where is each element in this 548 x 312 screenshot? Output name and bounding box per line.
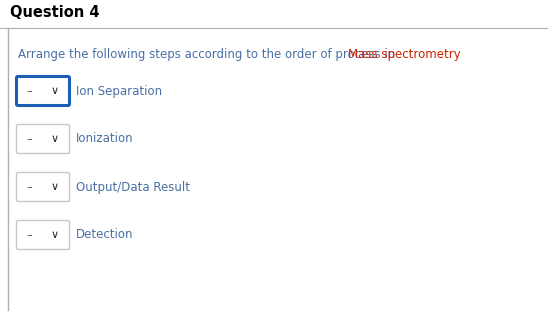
Text: ∨: ∨ [51,230,59,240]
Text: –: – [26,182,32,192]
Text: Detection: Detection [76,228,134,241]
FancyBboxPatch shape [16,173,70,202]
Text: –: – [26,134,32,144]
FancyBboxPatch shape [16,76,70,105]
FancyBboxPatch shape [16,221,70,250]
FancyBboxPatch shape [16,124,70,154]
Text: ∨: ∨ [51,134,59,144]
Text: Arrange the following steps according to the order of process in: Arrange the following steps according to… [18,48,399,61]
Text: ∨: ∨ [51,182,59,192]
Text: Mass spectrometry: Mass spectrometry [348,48,461,61]
Text: –: – [26,230,32,240]
Text: –: – [26,86,32,96]
Text: ∨: ∨ [51,86,59,96]
Text: Output/Data Result: Output/Data Result [76,181,190,193]
Text: Question 4: Question 4 [10,5,100,20]
Text: Ionization: Ionization [76,133,134,145]
Text: Ion Separation: Ion Separation [76,85,162,97]
